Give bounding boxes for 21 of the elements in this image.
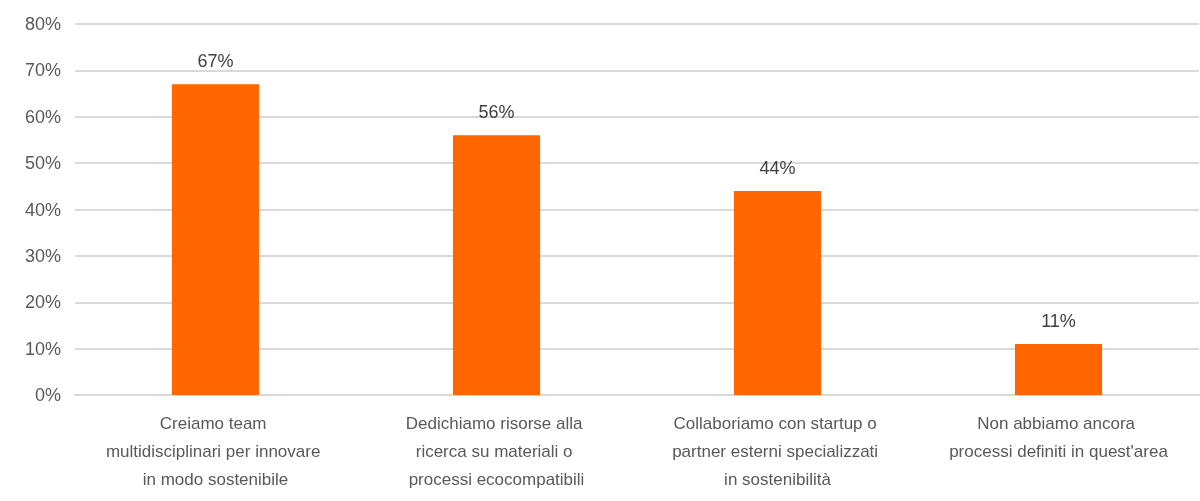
data-label: 44% <box>759 157 796 178</box>
data-label: 11% <box>1041 310 1076 331</box>
y-tick-label: 80% <box>24 14 61 34</box>
x-tick-label: Collaboriamo con startup o partner esterni specializzati in sostenibilità <box>672 413 883 489</box>
y-tick-label: 50% <box>24 153 61 174</box>
bar <box>733 190 822 395</box>
y-tick-label: 20% <box>24 292 61 313</box>
data-label: 56% <box>478 102 515 123</box>
y-tick-label: 60% <box>24 106 61 127</box>
bar <box>1014 343 1103 395</box>
y-tick-label: 70% <box>24 60 61 81</box>
y-tick-label: 0% <box>34 385 61 405</box>
y-tick-label: 10% <box>24 338 61 359</box>
x-tick-label: Dedichiamo risorse alla ricerca su materiali o processi ecocompatibili <box>405 413 588 489</box>
data-label: 67% <box>197 51 234 72</box>
x-tick-label: Creiamo team multidisciplinari per innovare in modo sostenibile <box>105 413 326 489</box>
bar <box>171 84 260 395</box>
bar <box>452 135 541 395</box>
y-tick-label: 40% <box>24 199 61 220</box>
y-tick-label: 30% <box>24 245 61 266</box>
x-tick-label: Non abbiamo ancora processi definiti in quest'area <box>949 413 1169 461</box>
